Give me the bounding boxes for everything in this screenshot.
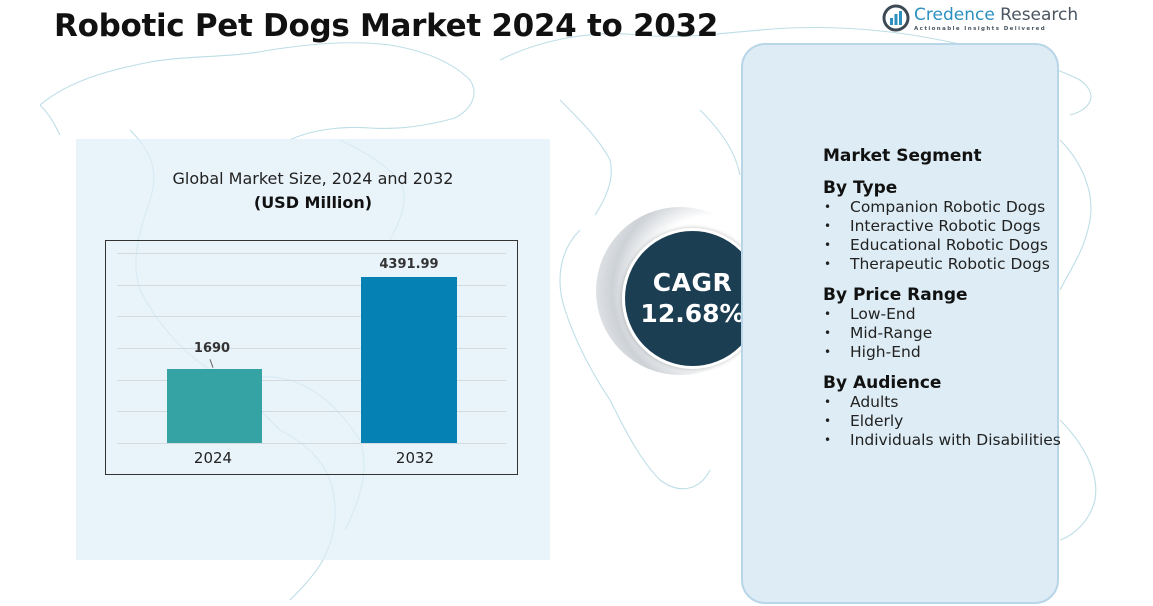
bullet-icon: • [824,395,832,409]
gridline [117,380,506,381]
x-label-2032: 2032 [395,449,435,467]
bullet-icon: • [824,345,832,359]
bullet-icon: • [824,219,832,233]
market-segment-list: Market Segment By Type • Companion Roboti… [823,146,1063,461]
segment-group-title: By Audience [823,373,942,393]
bar-value-2024: 1690 [193,341,231,356]
cagr-label: CAGR [652,267,733,297]
segment-item: • Elderly [824,412,904,430]
segment-item: • Low-End [824,305,916,323]
bullet-icon: • [824,200,832,214]
bullet-icon: • [824,238,832,252]
x-label-2024: 2024 [193,449,233,467]
cagr-badge: CAGR 12.68% [622,228,763,369]
gridline [117,411,506,412]
chart-unit: (USD Million) [253,193,373,212]
chart-panel [76,139,550,560]
page-title: Robotic Pet Dogs Market 2024 to 2032 [54,8,719,44]
bar-2032[interactable] [361,277,457,443]
segment-item: • Therapeutic Robotic Dogs [824,255,1050,273]
bar-value-2032: 4391.99 [379,257,439,272]
segment-heading: Market Segment [823,146,982,166]
segment-item: • Interactive Robotic Dogs [824,217,1041,235]
gridline [117,253,506,254]
bullet-icon: • [824,433,832,447]
bullet-icon: • [824,326,832,340]
segment-item: • High-End [824,343,921,361]
gridline-baseline [117,443,506,444]
segment-group-type: By Type • Companion Robotic Dogs • Interac… [823,178,1063,274]
logo-tagline: Actionable Insights Delivered [914,25,1047,32]
segment-item: • Educational Robotic Dogs [824,236,1048,254]
segment-group-price-range: By Price Range • Low-End • Mid-Range • High… [823,285,1063,362]
cagr-value: 12.68% [640,298,745,328]
gridline [117,285,506,286]
chart-plot-area [105,240,518,475]
chart-title: Global Market Size, 2024 and 2032 [172,169,454,188]
segment-item: • Adults [824,393,899,411]
segment-item: • Individuals with Disabilities [824,431,1061,449]
bullet-icon: • [824,257,832,271]
logo-name: Credence Research [914,4,1079,25]
segment-item: • Mid-Range [824,324,933,342]
segment-group-title: By Price Range [823,285,968,305]
segment-group-audience: By Audience • Adults • Elderly • Individual… [823,373,1063,450]
logo-chart-icon [882,4,910,32]
gridline [117,316,506,317]
credence-research-logo[interactable]: Credence Research Actionable Insights De… [882,4,1078,32]
bullet-icon: • [824,307,832,321]
market-segment-panel [741,43,1059,604]
segment-item: • Companion Robotic Dogs [824,198,1046,216]
bullet-icon: • [824,414,832,428]
segment-group-title: By Type [823,178,898,198]
gridline [117,348,506,349]
bar-2024[interactable] [167,369,262,443]
